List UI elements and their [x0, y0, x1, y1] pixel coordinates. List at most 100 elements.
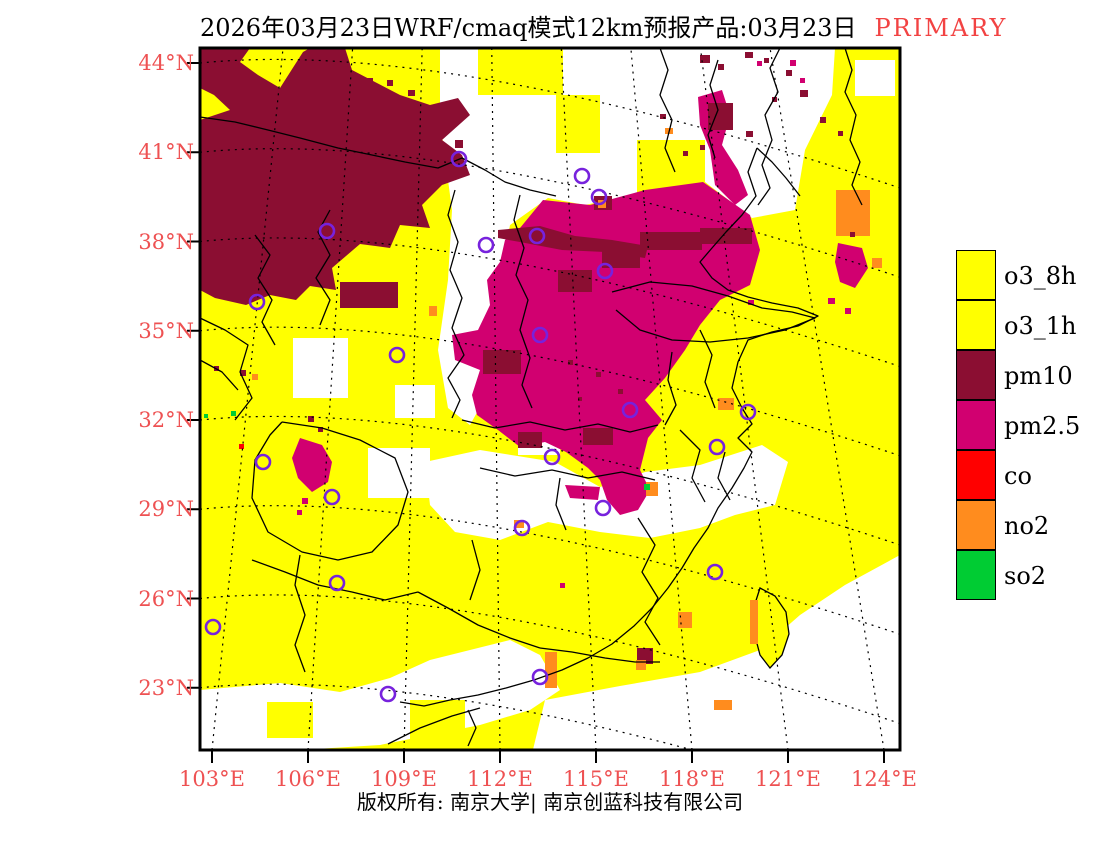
map-region-dark: [200, 48, 470, 305]
map-patch-dark: [336, 210, 342, 218]
map-patch-orange: [836, 190, 870, 236]
lon-label-103degE: 103°E: [179, 767, 245, 791]
copyright-text: 版权所有: 南京大学| 南京创蓝科技有限公司: [356, 790, 744, 814]
map-patch-base: [556, 95, 600, 153]
map-patch-orange: [514, 520, 524, 528]
boundary-line: [251, 421, 409, 561]
map-patch-magenta: [790, 60, 796, 66]
lon-label-121degE: 121°E: [755, 767, 821, 791]
grid-longitude-line: [560, 48, 597, 750]
map-patch-orange: [678, 612, 692, 628]
map-patch-dark: [583, 428, 613, 445]
lon-label-118degE: 118°E: [659, 767, 725, 791]
boundary-line: [200, 116, 557, 197]
city-marker: [379, 685, 397, 703]
city-marker: [323, 488, 341, 506]
city-marker: [531, 668, 549, 686]
legend-swatch-no2: [956, 500, 996, 550]
lat-label-26degN: 26°N: [138, 586, 194, 611]
boundary-line: [417, 591, 541, 649]
boundary-line: [461, 419, 659, 433]
lon-label-124degE: 124°E: [851, 767, 917, 791]
grid-latitude-line: [200, 594, 900, 725]
map-patch-magenta: [297, 510, 302, 515]
lon-label-115degE: 115°E: [563, 767, 629, 791]
map-patch-green: [204, 414, 208, 418]
city-marker: [477, 236, 495, 254]
map-patch-magenta: [845, 308, 851, 314]
city-marker: [328, 574, 346, 592]
map-patch-dark: [240, 370, 246, 376]
map-patch-dark: [310, 248, 316, 254]
map-patch-dark: [838, 131, 843, 136]
boundary-line: [844, 48, 863, 206]
map-patch-white: [293, 338, 348, 398]
map-patch-orange: [429, 306, 437, 316]
city-marker: [531, 326, 549, 344]
boundary-line: [200, 359, 239, 391]
boundary-line: [757, 48, 781, 206]
boundary-line: [467, 709, 477, 747]
map-patch-dark: [346, 153, 352, 159]
legend-item-so2: so2: [956, 550, 1100, 600]
map-region-white: [438, 48, 835, 425]
map-patch-magenta: [748, 300, 754, 305]
map-patch-dark: [318, 427, 323, 432]
map-patch-dark: [640, 232, 702, 250]
grid-longitude-line: [307, 48, 354, 750]
map-patch-magenta: [560, 583, 565, 588]
map-patch-orange: [252, 374, 258, 380]
grid-longitude-line: [699, 48, 789, 750]
grid-longitude-line: [491, 48, 501, 750]
title-text: 2026年03月23日WRF/cmaq模式12km预报产品:03月23日: [200, 14, 857, 42]
map-region-magenta: [292, 438, 332, 492]
boundary-line: [254, 234, 276, 346]
lon-label-112degE: 112°E: [467, 767, 533, 791]
legend-item-pm10: pm10: [956, 350, 1100, 400]
boundary-line: [200, 317, 253, 421]
map-patch-orange: [714, 700, 732, 710]
legend-label-so2: so2: [1004, 562, 1047, 590]
grid-latitude-line: [200, 415, 900, 546]
map-patch-white: [855, 60, 895, 96]
map-patch-dark: [820, 117, 826, 123]
lat-label-23degN: 23°N: [138, 675, 194, 700]
map-patch-dark: [602, 248, 640, 268]
map-patch-base: [267, 702, 313, 738]
map-patch-dark: [764, 58, 769, 63]
map-patch-dark: [700, 228, 752, 244]
legend-swatch-o3_1h: [956, 300, 996, 350]
map-patch-dark: [568, 360, 573, 365]
map-patch-dark: [308, 416, 314, 422]
map-patch-dark: [683, 151, 688, 156]
lat-label-41degN: 41°N: [138, 140, 194, 165]
boundary-line: [637, 517, 661, 646]
map-patch-dark: [455, 140, 463, 148]
legend-label-o3_8h: o3_8h: [1004, 262, 1077, 290]
lon-label-106degE: 106°E: [275, 767, 341, 791]
map-patch-red: [239, 444, 244, 449]
legend-label-pm10: pm10: [1004, 362, 1073, 390]
map-patch-dark: [558, 270, 592, 292]
boundary-line: [399, 147, 819, 707]
map-patch-dark: [786, 70, 792, 76]
boundary-line: [294, 554, 306, 673]
legend-label-co: co: [1004, 462, 1032, 490]
city-marker: [388, 346, 406, 364]
lat-label-32degN: 32°N: [138, 408, 194, 432]
map-patch-dark: [483, 350, 521, 374]
page-title: 2026年03月23日WRF/cmaq模式12km预报产品:03月23日 PRIM…: [200, 8, 1005, 43]
map-patch-magenta: [800, 78, 805, 83]
map-patch-base: [480, 430, 504, 446]
legend-item-o3_8h: o3_8h: [956, 250, 1100, 300]
map-patch-magenta: [828, 298, 835, 304]
legend-swatch-co: [956, 450, 996, 500]
map-layers: [200, 48, 900, 750]
legend-item-o3_1h: o3_1h: [956, 300, 1100, 350]
grid-latitude-line: [200, 505, 900, 635]
map-patch-white: [368, 448, 430, 498]
grid-latitude-line: [200, 237, 900, 368]
city-marker: [248, 293, 266, 311]
map-patch-orange: [545, 652, 557, 688]
map-patch-dark: [340, 282, 398, 308]
